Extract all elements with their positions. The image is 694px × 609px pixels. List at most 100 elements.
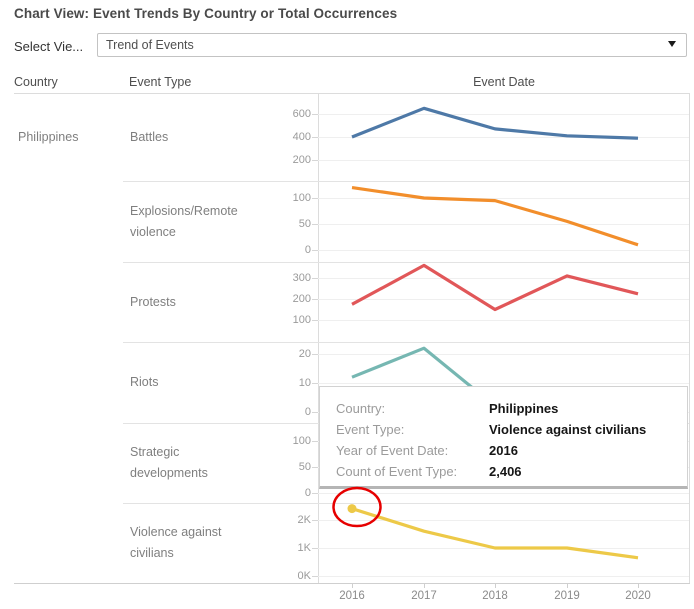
y-tick-mark [312, 198, 318, 199]
x-tick-mark [567, 583, 568, 588]
y-tick-label: 0 [304, 406, 311, 418]
trend-line-battles[interactable] [351, 106, 639, 140]
gridline [318, 548, 689, 549]
y-tick-label: 50 [298, 218, 311, 230]
x-tick-label-2018: 2018 [482, 590, 508, 602]
tooltip-row-country: Country: Philippines [336, 398, 687, 419]
y-tick-label: 1K [297, 542, 311, 554]
gridline [318, 520, 689, 521]
country-label: Philippines [18, 129, 79, 144]
y-tick-mark [312, 114, 318, 115]
column-header-country: Country [14, 75, 58, 89]
y-tick-label: 200 [292, 293, 311, 305]
dropdown-caret-icon [668, 41, 676, 47]
y-tick-mark [312, 467, 318, 468]
y-tick-label: 100 [292, 435, 311, 447]
y-axis-line [318, 93, 319, 583]
gridline [318, 198, 689, 199]
event-type-label-strategic-developments: Strategic developments [130, 445, 208, 480]
y-tick-label: 300 [292, 272, 311, 284]
tooltip-row-count: Count of Event Type: 2,406 [336, 461, 687, 482]
gridline [318, 137, 689, 138]
tooltip-country-value: Philippines [489, 401, 559, 416]
tooltip-row-event-type: Event Type: Violence against civilians [336, 419, 687, 440]
y-tick-mark [312, 320, 318, 321]
gridline [318, 576, 689, 577]
view-select-label: Select Vie... [14, 39, 84, 54]
tooltip-country-label: Country: [336, 401, 386, 416]
tooltip-count-value: 2,406 [489, 464, 522, 479]
y-tick-mark [312, 278, 318, 279]
y-tick-mark [312, 354, 318, 355]
y-tick-label: 0 [304, 244, 311, 256]
y-tick-label: 2K [297, 514, 311, 526]
trend-line-explosions-remote-violence[interactable] [351, 186, 639, 247]
y-tick-mark [312, 412, 318, 413]
gridline [318, 383, 689, 384]
y-tick-mark [312, 224, 318, 225]
row-separator [123, 342, 689, 343]
y-tick-label: 50 [298, 461, 311, 473]
y-tick-mark [312, 441, 318, 442]
tooltip-count-label: Count of Event Type: [336, 464, 458, 479]
trend-line-violence-against-civilians[interactable] [351, 507, 639, 560]
tooltip: Country: Philippines Event Type: Violenc… [319, 386, 688, 489]
x-tick-mark [638, 583, 639, 588]
y-tick-label: 200 [292, 154, 311, 166]
x-tick-label-2020: 2020 [625, 590, 651, 602]
header-underline [14, 93, 690, 94]
gridline [318, 320, 689, 321]
event-type-label-explosions-remote-violence: Explosions/Remote violence [130, 203, 238, 239]
y-tick-label: 0K [297, 570, 311, 582]
y-tick-label: 20 [298, 348, 311, 360]
y-tick-label: 600 [292, 108, 311, 120]
gridline [318, 278, 689, 279]
y-tick-mark [312, 250, 318, 251]
trend-line-protests[interactable] [351, 263, 639, 312]
column-header-event-type: Event Type [129, 75, 192, 89]
y-tick-mark [312, 548, 318, 549]
plot-right-border [689, 93, 690, 583]
gridline [318, 250, 689, 251]
x-tick-mark [495, 583, 496, 588]
y-tick-label: 100 [292, 192, 311, 204]
event-type-label-battles: Battles [130, 129, 169, 144]
y-tick-mark [312, 576, 318, 577]
y-tick-mark [312, 383, 318, 384]
tooltip-event-type-label: Event Type: [336, 422, 405, 437]
gridline [318, 160, 689, 161]
row-separator [123, 181, 689, 182]
event-type-label-violence-against-civilians: Violence against civilians [130, 525, 222, 560]
tooltip-event-type-value: Violence against civilians [489, 422, 647, 437]
x-tick-label-2016: 2016 [339, 590, 365, 602]
event-type-label-riots: Riots [130, 375, 159, 389]
view-select-dropdown[interactable]: Trend of Events [97, 33, 687, 57]
y-tick-mark [312, 137, 318, 138]
y-tick-label: 0 [304, 487, 311, 499]
gridline [318, 299, 689, 300]
gridline [318, 114, 689, 115]
y-tick-label: 400 [292, 131, 311, 143]
gridline [318, 224, 689, 225]
y-tick-mark [312, 160, 318, 161]
x-tick-mark [352, 583, 353, 588]
gridline [318, 354, 689, 355]
gridline [318, 493, 689, 494]
y-tick-label: 10 [298, 377, 311, 389]
x-tick-mark [424, 583, 425, 588]
event-type-label-protests: Protests [130, 294, 176, 309]
highlighted-point[interactable] [347, 504, 357, 514]
y-tick-mark [312, 493, 318, 494]
column-header-event-date: Event Date [473, 75, 535, 89]
x-tick-label-2019: 2019 [554, 590, 580, 602]
row-separator [123, 503, 689, 504]
view-select-value: Trend of Events [106, 38, 194, 52]
y-tick-mark [312, 520, 318, 521]
tooltip-year-value: 2016 [489, 443, 518, 458]
tooltip-row-year: Year of Event Date: 2016 [336, 440, 687, 461]
y-tick-mark [312, 299, 318, 300]
row-separator [123, 262, 689, 263]
